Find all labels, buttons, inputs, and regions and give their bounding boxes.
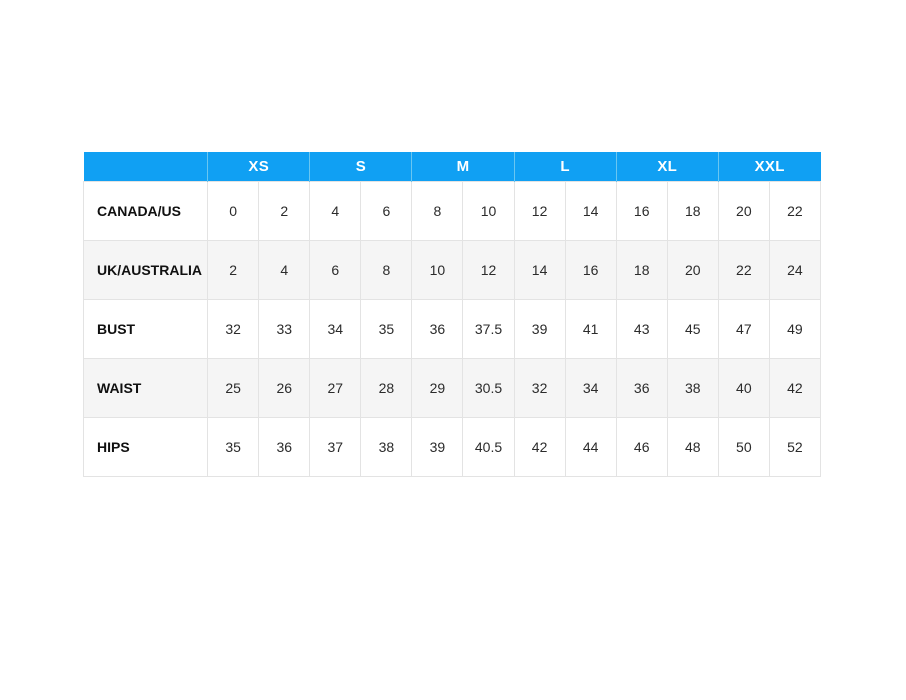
table-cell: 22 <box>768 181 822 241</box>
table-cell: 14 <box>513 240 566 300</box>
table-row-bust: BUST 32 33 34 35 36 37.5 39 41 43 45 47 … <box>82 299 822 359</box>
table-cell: 16 <box>564 240 617 300</box>
table-cell: 6 <box>360 181 413 241</box>
table-cell: 29 <box>411 358 464 418</box>
table-cell: 0 <box>207 181 260 241</box>
size-chart-table: XS S M L XL XXL CANADA/US 0 2 4 6 8 10 1… <box>82 152 822 477</box>
table-cell: 4 <box>258 240 311 300</box>
table-cell: 49 <box>768 299 822 359</box>
table-cell: 28 <box>360 358 413 418</box>
table-cell: 42 <box>513 417 566 477</box>
size-header-m: M <box>411 152 515 182</box>
table-cell: 10 <box>462 181 515 241</box>
table-cell: 34 <box>564 358 617 418</box>
table-cell: 24 <box>768 240 822 300</box>
table-cell: 38 <box>666 358 719 418</box>
table-row-hips: HIPS 35 36 37 38 39 40.5 42 44 46 48 50 … <box>82 417 822 477</box>
size-chart: XS S M L XL XXL CANADA/US 0 2 4 6 8 10 1… <box>82 152 822 477</box>
table-cell: 35 <box>360 299 413 359</box>
table-cell: 32 <box>207 299 260 359</box>
table-cell: 44 <box>564 417 617 477</box>
table-cell: 43 <box>615 299 668 359</box>
table-cell: 41 <box>564 299 617 359</box>
table-row-waist: WAIST 25 26 27 28 29 30.5 32 34 36 38 40… <box>82 358 822 418</box>
table-cell: 45 <box>666 299 719 359</box>
size-header-xs: XS <box>207 152 310 182</box>
table-row-canada-us: CANADA/US 0 2 4 6 8 10 12 14 16 18 20 22 <box>82 181 822 241</box>
table-cell: 52 <box>768 417 822 477</box>
table-cell: 8 <box>360 240 413 300</box>
row-label-hips: HIPS <box>82 417 209 477</box>
table-cell: 12 <box>462 240 515 300</box>
size-header-xl: XL <box>615 152 719 182</box>
row-label-bust: BUST <box>82 299 209 359</box>
row-label-canada-us: CANADA/US <box>82 181 209 241</box>
table-cell: 18 <box>666 181 719 241</box>
table-cell: 2 <box>258 181 311 241</box>
table-cell: 46 <box>615 417 668 477</box>
row-label-uk-australia: UK/AUSTRALIA <box>82 240 209 300</box>
table-row-uk-australia: UK/AUSTRALIA 2 4 6 8 10 12 14 16 18 20 2… <box>82 240 822 300</box>
table-cell: 34 <box>309 299 362 359</box>
table-cell: 32 <box>513 358 566 418</box>
table-cell: 38 <box>360 417 413 477</box>
table-cell: 16 <box>615 181 668 241</box>
table-cell: 40 <box>717 358 770 418</box>
table-cell: 47 <box>717 299 770 359</box>
table-cell: 42 <box>768 358 822 418</box>
size-header-l: L <box>513 152 617 182</box>
table-cell: 20 <box>717 181 770 241</box>
table-cell: 36 <box>411 299 464 359</box>
size-header-xxl: XXL <box>717 152 821 182</box>
table-cell: 25 <box>207 358 260 418</box>
table-cell: 22 <box>717 240 770 300</box>
table-cell: 39 <box>513 299 566 359</box>
table-cell: 4 <box>309 181 362 241</box>
table-cell: 12 <box>513 181 566 241</box>
table-cell: 26 <box>258 358 311 418</box>
table-cell: 10 <box>411 240 464 300</box>
table-cell: 27 <box>309 358 362 418</box>
table-cell: 35 <box>207 417 260 477</box>
table-cell: 33 <box>258 299 311 359</box>
table-cell: 30.5 <box>462 358 515 418</box>
table-cell: 39 <box>411 417 464 477</box>
table-cell: 18 <box>615 240 668 300</box>
table-cell: 36 <box>258 417 311 477</box>
table-cell: 20 <box>666 240 719 300</box>
size-header-row: XS S M L XL XXL <box>83 152 821 182</box>
table-cell: 50 <box>717 417 770 477</box>
corner-cell <box>83 152 208 182</box>
table-cell: 37.5 <box>462 299 515 359</box>
table-cell: 2 <box>207 240 260 300</box>
table-cell: 40.5 <box>462 417 515 477</box>
table-cell: 48 <box>666 417 719 477</box>
table-cell: 8 <box>411 181 464 241</box>
size-header-s: S <box>309 152 412 182</box>
table-cell: 36 <box>615 358 668 418</box>
table-cell: 14 <box>564 181 617 241</box>
table-cell: 6 <box>309 240 362 300</box>
row-label-waist: WAIST <box>82 358 209 418</box>
table-cell: 37 <box>309 417 362 477</box>
